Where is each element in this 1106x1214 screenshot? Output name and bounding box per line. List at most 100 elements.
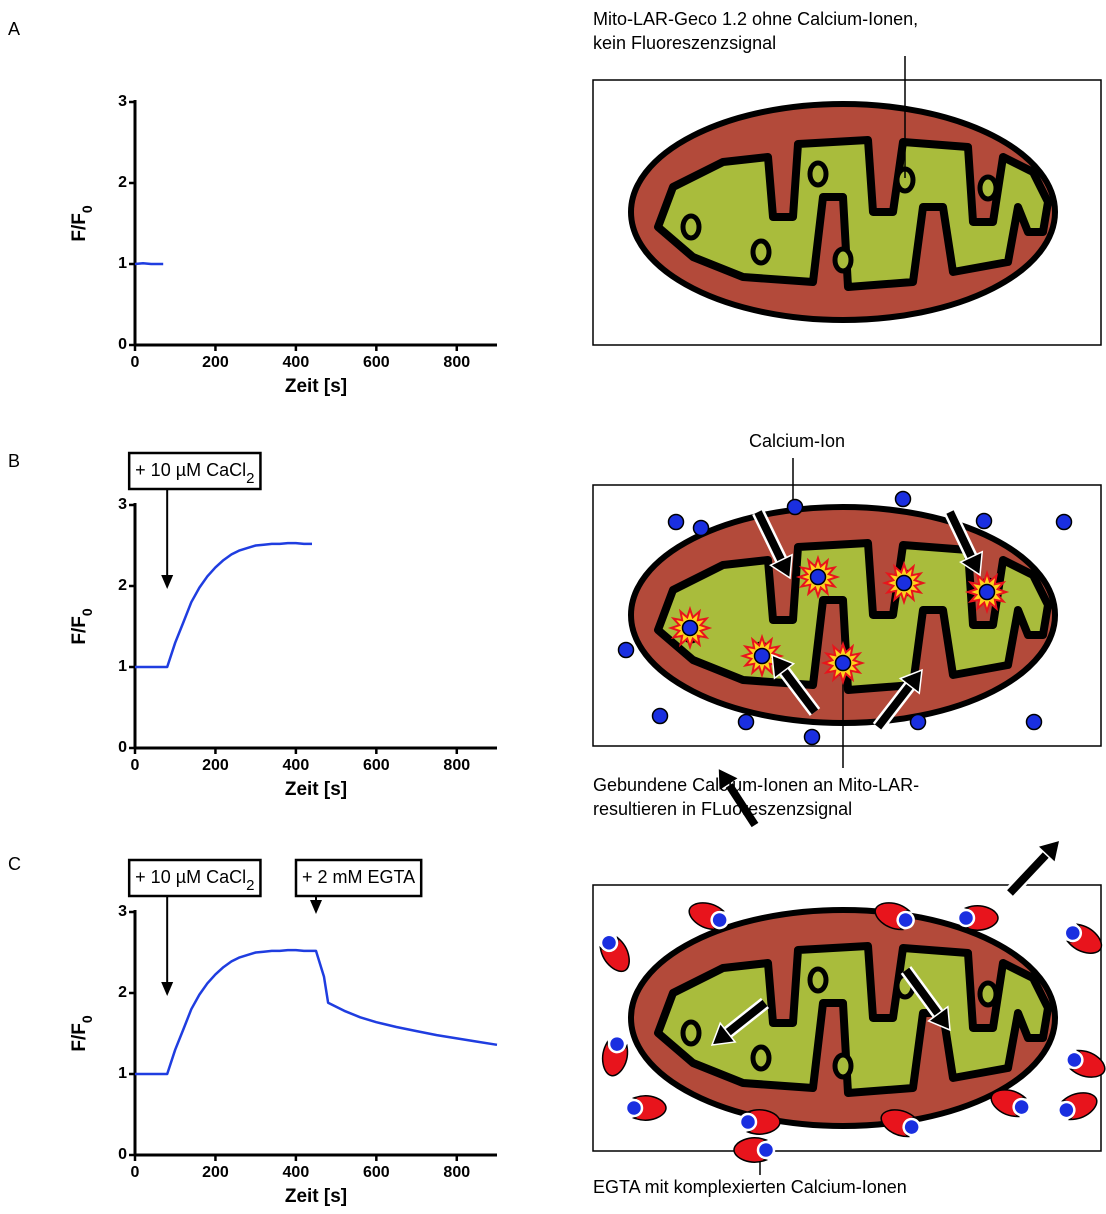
y-axis-label-main: F/F xyxy=(69,213,90,242)
egta-complex xyxy=(601,1034,629,1077)
diagram-frame xyxy=(592,484,1102,747)
diagram-frame xyxy=(592,79,1102,346)
x-tick-label: 200 xyxy=(202,1164,229,1181)
annotation-main: + 2 mM EGTA xyxy=(302,867,415,887)
x-tick-label: 600 xyxy=(363,354,390,371)
annotation-sub: 2 xyxy=(246,877,254,894)
calcium-ion xyxy=(624,1098,644,1118)
x-tick-label: 400 xyxy=(283,757,310,774)
calcium-ion xyxy=(737,713,755,731)
y-tick-label: 3 xyxy=(118,903,127,920)
calcium-ion xyxy=(978,583,996,601)
calcium-ion xyxy=(786,498,804,516)
calcium-ion xyxy=(956,908,976,928)
x-tick-label: 200 xyxy=(202,354,229,371)
decorations xyxy=(599,490,1106,1163)
calcium-ion xyxy=(896,910,915,930)
annotation-arrowhead xyxy=(161,982,174,996)
egta-complex xyxy=(1065,1049,1106,1078)
x-tick-label: 600 xyxy=(363,1164,390,1181)
calcium-ion xyxy=(975,512,993,530)
egta-complex xyxy=(880,1109,921,1138)
calcium-ion xyxy=(710,910,729,930)
x-tick-label: 800 xyxy=(443,757,470,774)
diagram-caption: Mito-LAR-Geco 1.2 ohne Calcium-Ionen, xyxy=(593,9,918,29)
calcium-ion xyxy=(599,933,619,953)
y-tick-label: 1 xyxy=(118,255,127,272)
x-tick-label: 0 xyxy=(131,354,140,371)
calcium-ion xyxy=(809,568,827,586)
y-tick-label: 0 xyxy=(118,739,127,756)
y-axis-label-sub: 0 xyxy=(79,608,95,616)
arrow-shaft xyxy=(874,683,913,730)
x-tick-label: 400 xyxy=(283,354,310,371)
calcium-ion xyxy=(738,1112,758,1132)
egta xyxy=(1068,1049,1106,1078)
calcium-ion xyxy=(617,641,635,659)
calcium-ion xyxy=(1065,1050,1084,1070)
arrow-shaft xyxy=(1007,851,1050,896)
y-tick-label: 3 xyxy=(118,496,127,513)
data-line xyxy=(134,261,164,266)
x-tick-label: 600 xyxy=(363,757,390,774)
annotation-text: + 2 mM EGTA xyxy=(302,867,415,887)
annotation-text: + 10 µM CaCl2 xyxy=(135,460,254,488)
x-tick-label: 0 xyxy=(131,1164,140,1181)
x-axis-label: Zeit [s] xyxy=(285,376,347,397)
egta-complex xyxy=(624,1095,667,1121)
diagram-caption: kein Fluoreszenzsignal xyxy=(593,33,776,53)
arrow-shaft xyxy=(902,967,942,1017)
x-tick-label: 0 xyxy=(131,757,140,774)
mitochondrion xyxy=(631,910,1055,1126)
calcium-ion xyxy=(681,619,699,637)
annotation-box xyxy=(294,858,423,898)
diagram-caption: Gebundene Calcium-Ionen an Mito-LAR- xyxy=(593,775,919,795)
x-tick-label: 200 xyxy=(202,757,229,774)
y-tick-label: 1 xyxy=(118,658,127,675)
calcium-ion xyxy=(1063,923,1083,943)
calcium-ion xyxy=(909,713,927,731)
panel-label: C xyxy=(8,854,21,874)
egta-complex xyxy=(990,1089,1031,1118)
arrow-head xyxy=(926,1005,951,1032)
y-axis-label-sub: 0 xyxy=(79,1015,95,1023)
calcium-ion xyxy=(692,519,710,537)
arrow-shaft xyxy=(946,510,976,559)
arrow-head xyxy=(768,553,793,580)
diagram-caption: Calcium-Ion xyxy=(749,431,845,451)
arrow-shaft xyxy=(725,999,768,1036)
egta-complex xyxy=(874,902,915,931)
calcium-ion xyxy=(803,728,821,746)
panel-label: A xyxy=(8,19,20,39)
calcium-ion xyxy=(756,1140,776,1160)
y-axis-label-sub: 0 xyxy=(79,205,95,213)
annotation-main: + 10 µM CaCl xyxy=(135,460,246,480)
arrow-shaft xyxy=(754,510,785,562)
calcium-ion xyxy=(895,574,913,592)
y-tick-label: 1 xyxy=(118,1065,127,1082)
y-axis-label: F/F0 xyxy=(69,205,95,242)
egta-complex xyxy=(688,902,729,931)
mitochondrion xyxy=(631,104,1055,320)
y-axis-label-main: F/F xyxy=(69,1023,90,1052)
egta-complex xyxy=(1063,923,1103,954)
x-axis-label: Zeit [s] xyxy=(285,779,347,800)
y-tick-label: 0 xyxy=(118,1146,127,1163)
arrow-shaft xyxy=(780,668,819,715)
y-tick-label: 2 xyxy=(118,577,127,594)
diagram-caption: EGTA mit komplexierten Calcium-Ionen xyxy=(593,1177,907,1197)
data-line xyxy=(135,541,312,669)
annotation-box xyxy=(127,858,262,898)
y-axis-label: F/F0 xyxy=(69,1015,95,1052)
egta-complex xyxy=(733,1137,776,1163)
arrow-head xyxy=(710,1021,737,1046)
egta-complex xyxy=(738,1109,781,1135)
panel-label: B xyxy=(8,451,20,471)
arrow-shaft xyxy=(725,782,759,828)
y-axis-label: F/F0 xyxy=(69,608,95,645)
egta-complex xyxy=(1057,1092,1098,1121)
arrow-head xyxy=(959,550,984,577)
data-line xyxy=(135,948,498,1076)
calcium-ion xyxy=(1025,713,1043,731)
diagram-caption: resultieren in FLuoreszenzsignal xyxy=(593,799,852,819)
